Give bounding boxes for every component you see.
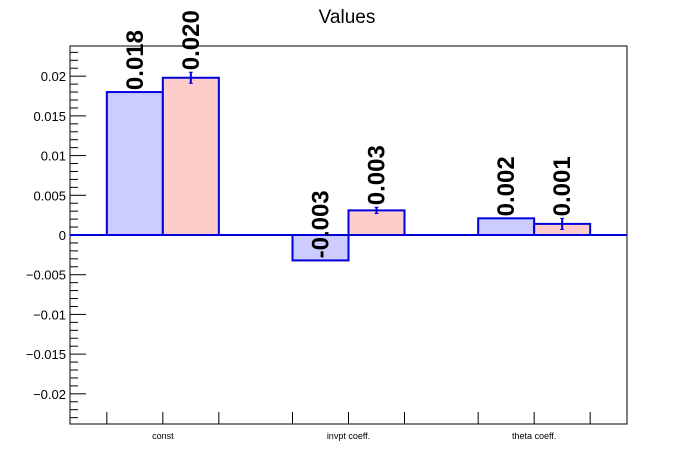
bar bbox=[291, 234, 350, 262]
bars-layer bbox=[70, 71, 627, 262]
y-tick-label: 0.01 bbox=[41, 149, 66, 164]
y-tick-label: −0.015 bbox=[26, 347, 66, 362]
y-tick-label: −0.02 bbox=[33, 387, 66, 402]
value-label: 0.002 bbox=[493, 156, 520, 216]
bar bbox=[477, 217, 536, 237]
y-tick-label: 0 bbox=[59, 228, 66, 243]
bar bbox=[347, 209, 406, 237]
value-label: 0.020 bbox=[178, 10, 205, 70]
x-category-label: invpt coeff. bbox=[327, 431, 370, 441]
x-axis: const invpt coeff. theta coeff. bbox=[106, 412, 591, 441]
x-category-label: const bbox=[152, 431, 174, 441]
x-category-label: theta coeff. bbox=[512, 431, 556, 441]
value-label: 0.003 bbox=[364, 145, 391, 205]
chart-title: Values bbox=[319, 7, 376, 28]
y-tick-label: 0.02 bbox=[41, 69, 66, 84]
y-tick-label: 0.005 bbox=[33, 188, 66, 203]
bar bbox=[105, 91, 164, 236]
value-label: 0.001 bbox=[549, 156, 576, 216]
bar bbox=[161, 76, 220, 236]
value-labels-layer: 0.018 -0.003 0.002 0.020 0.003 0.001 bbox=[122, 10, 576, 258]
value-label: 0.018 bbox=[122, 30, 149, 90]
y-tick-label: 0.015 bbox=[33, 109, 66, 124]
y-tick-label: −0.01 bbox=[33, 307, 66, 322]
y-axis: −0.02 −0.015 −0.01 −0.005 0 0.005 0.01 0.015 0.0… bbox=[26, 51, 86, 419]
value-label: -0.003 bbox=[308, 190, 335, 258]
y-tick-label: −0.005 bbox=[26, 268, 66, 283]
